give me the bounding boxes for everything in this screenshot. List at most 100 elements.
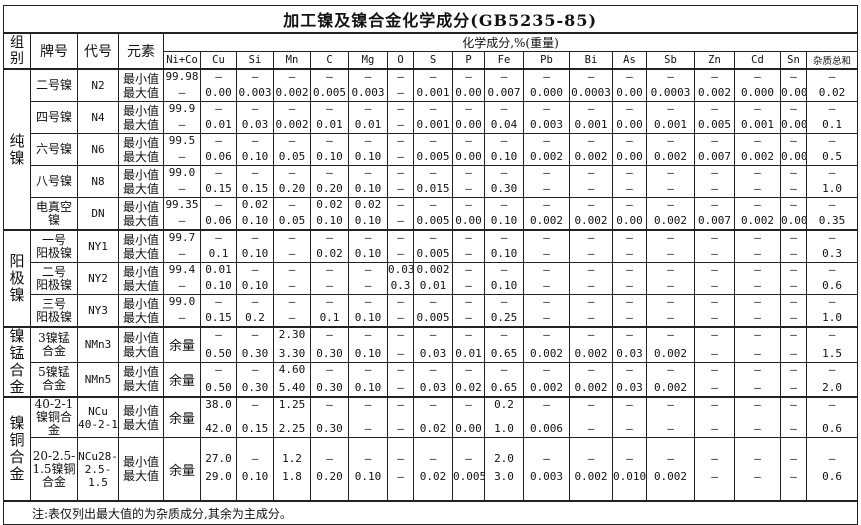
min-value: — <box>543 362 550 376</box>
max-value: — <box>288 279 296 292</box>
value-cell-P: — 0.01 <box>452 326 485 363</box>
min-value: — <box>364 362 372 376</box>
min-value: — <box>626 134 633 148</box>
min-value: — <box>790 231 797 244</box>
min-value: — <box>251 398 259 411</box>
min-value: — <box>543 70 550 83</box>
max-value: — <box>711 346 718 360</box>
value-cell-Mn: 4.60 5.40 <box>273 361 311 398</box>
header-code: 代号 <box>77 32 119 70</box>
max-value: 0.10 <box>490 214 518 227</box>
min-value: — <box>667 166 674 180</box>
max-value: 0.005 <box>312 86 347 99</box>
value-cell-Ni+Co: 余量 <box>163 361 201 398</box>
max-value: 0.10 <box>241 247 269 260</box>
min-value: — <box>364 102 372 116</box>
code-cell: NCu 40-2-1 <box>77 396 119 438</box>
min-value: — <box>754 134 761 148</box>
min-value: — <box>429 166 437 180</box>
max-value: — <box>790 422 797 435</box>
value-cell-Mg: — 0.10 <box>348 294 388 328</box>
min-value: — <box>626 102 633 116</box>
value-cell-P: — 0.00 <box>452 396 485 438</box>
min-value: 1.25 <box>278 398 306 411</box>
min-value: — <box>711 134 718 148</box>
min-value: 0.01 <box>205 263 232 277</box>
max-value: 0.00 <box>455 214 482 227</box>
value-cell-Sn: — 0.00 <box>780 101 807 134</box>
min-value: — <box>790 102 797 116</box>
max-value: 1.0 <box>822 182 842 195</box>
value-cell-S: — 0.001 <box>413 68 453 102</box>
min-value: — <box>215 134 222 148</box>
value-cell-Pb: — — <box>523 229 570 263</box>
value-cell-Cu: — 0.00 <box>200 68 237 102</box>
min-value: — <box>288 134 296 148</box>
min-value: 38.0 <box>205 398 232 411</box>
max-value: — <box>397 214 404 227</box>
min-value: — <box>754 166 761 180</box>
value-cell-Ni+Co: 99.9 — <box>163 101 201 134</box>
value-cell-Bi: — 0.0003 <box>569 68 613 102</box>
max-value: — <box>790 381 797 394</box>
max-value: 0.01 <box>316 118 343 131</box>
max-value: 0.10 <box>241 470 269 483</box>
value-cell-S: — 0.03 <box>413 361 453 398</box>
code-cell: N6 <box>77 133 119 166</box>
max-value: 0.00 <box>455 422 482 435</box>
value-cell-As: — 0.03 <box>612 361 647 398</box>
code-cell: NY2 <box>77 262 119 295</box>
value-cell-Ni+Co: 99.7 — <box>163 229 201 263</box>
max-value: 0.6 <box>822 279 842 292</box>
value-cell-杂质总和: — 0.6 <box>805 437 859 502</box>
value-cell-Mn: — 0.002 <box>273 68 311 102</box>
value-cell-S: — 0.001 <box>413 101 453 134</box>
value-cell-O: — — <box>387 68 414 102</box>
grade-cell: 八号镍 <box>30 165 78 198</box>
min-value: — <box>215 166 222 180</box>
max-value: — <box>397 381 404 394</box>
max-value: 3.30 <box>278 346 306 360</box>
max-value: 0.001 <box>416 118 450 131</box>
min-value: — <box>215 198 222 211</box>
value-cell-C: — 0.005 <box>310 68 349 102</box>
min-value: — <box>429 231 437 244</box>
value-cell-S: — 0.02 <box>413 437 453 502</box>
min-value: — <box>790 134 797 148</box>
max-value: — <box>178 182 186 195</box>
min-value: — <box>754 328 761 341</box>
value-cell-Pb: — 0.002 <box>523 197 570 231</box>
min-value: — <box>288 198 296 211</box>
max-value: — <box>626 311 633 324</box>
header-element-7: S <box>413 51 453 70</box>
min-value: — <box>711 102 718 116</box>
min-value: — <box>587 134 595 148</box>
max-value: 0.015 <box>416 182 450 195</box>
value-cell-As: — 0.00 <box>612 133 647 166</box>
min-value: — <box>711 452 718 465</box>
max-value: 0.20 <box>316 470 343 483</box>
value-cell-Zn: — — <box>694 229 735 263</box>
min-value: — <box>465 134 472 148</box>
composition-table: 加工镍及镍合金化学成分(GB5235-85) 组别 牌号 代号 元素 化学成分,… <box>2 5 859 525</box>
value-cell-O: — — <box>387 326 414 363</box>
min-value: — <box>500 231 508 244</box>
max-value: — <box>754 247 761 260</box>
max-value: 0.30 <box>241 346 269 360</box>
value-cell-Fe: — 0.04 <box>484 101 524 134</box>
max-value: 0.00 <box>781 86 807 99</box>
table-row: 三号 阳极镍 NY3 最小值 最大值 99.0— —0.15—0.2— — —0.1—0.1… <box>3 294 859 328</box>
min-value: — <box>215 70 222 83</box>
min-value: — <box>543 166 550 180</box>
value-cell-Ni+Co: 余量 <box>163 396 201 438</box>
max-value: 0.30 <box>316 381 343 394</box>
minmax-label: 最小值 最大值 <box>118 197 164 231</box>
value-cell-O: — — <box>387 165 414 198</box>
value-cell-Mg: — 0.10 <box>348 437 388 502</box>
value-cell-S: — 0.005 <box>413 229 453 263</box>
max-value: 0.3 <box>390 279 411 292</box>
max-value: — <box>790 470 797 483</box>
max-value: 0.002 <box>275 118 309 131</box>
header-element-6: O <box>387 51 414 70</box>
value-cell-Pb: — 0.002 <box>523 133 570 166</box>
